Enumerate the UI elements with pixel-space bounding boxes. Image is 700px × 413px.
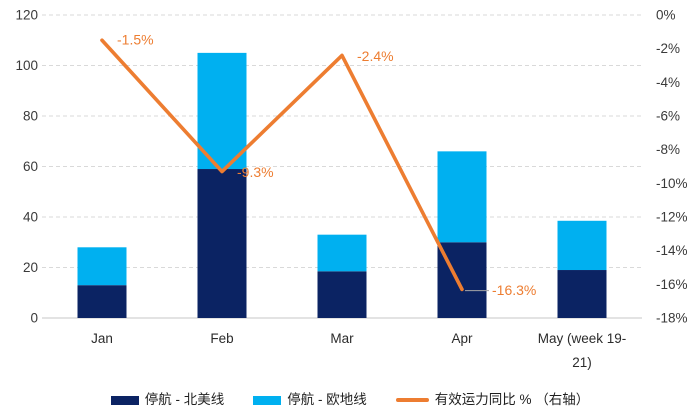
- bar-segment-europe-med: [437, 151, 487, 243]
- y-axis-right-tick-label: -16%: [656, 277, 688, 292]
- line-point-label: -9.3%: [237, 164, 274, 180]
- y-axis-right-tick-label: -10%: [656, 176, 688, 191]
- x-axis-tick-label: 21): [572, 355, 592, 370]
- bar-segment-north-america: [77, 285, 127, 318]
- line-point-label: -2.4%: [357, 48, 394, 64]
- y-axis-right-tick-label: -2%: [656, 41, 680, 56]
- legend-item-capacity-yoy: 有效运力同比 % （右轴）: [395, 391, 590, 409]
- y-axis-right-tick-label: 0%: [656, 8, 676, 23]
- x-axis-tick-label: Mar: [330, 331, 354, 346]
- y-axis-right-tick-label: -6%: [656, 109, 680, 124]
- legend-item-suspend-europe-med: 停航 - 欧地线: [253, 391, 367, 409]
- bar-segment-europe-med: [77, 247, 127, 286]
- legend-label-capacity-yoy: 有效运力同比 % （右轴）: [434, 392, 590, 407]
- y-axis-right-tick-label: -8%: [656, 142, 680, 157]
- bar-segment-europe-med: [197, 52, 247, 170]
- y-axis-right-tick-label: -14%: [656, 243, 688, 258]
- bar-segment-europe-med: [557, 220, 607, 271]
- bar-segment-north-america: [557, 270, 607, 318]
- y-axis-left-tick-label: 60: [23, 159, 38, 174]
- legend-swatch-navy-bar: [110, 395, 139, 405]
- y-axis-right-tick-label: -12%: [656, 210, 688, 225]
- legend-item-suspend-north-america: 停航 - 北美线: [110, 391, 225, 409]
- legend-label-suspend-north-america: 停航 - 北美线: [144, 392, 225, 407]
- trend-line: [100, 38, 464, 292]
- legend-swatch-lightblue-bar: [253, 395, 282, 405]
- bar-segment-north-america: [317, 271, 367, 318]
- y-axis-left-tick-label: 0: [30, 311, 38, 326]
- legend-swatch-orange-line: [395, 398, 429, 402]
- x-axis-tick-label: Apr: [451, 331, 473, 346]
- y-axis-right-tick-label: -4%: [656, 75, 680, 90]
- bar-segment-north-america: [197, 169, 247, 318]
- line-point-label: -16.3%: [492, 282, 536, 298]
- y-axis-right-tick-label: -18%: [656, 311, 688, 326]
- x-axis-tick-label: Feb: [210, 331, 233, 346]
- bar-segment-europe-med: [317, 234, 367, 272]
- x-axis-tick-label: Jan: [91, 331, 113, 346]
- y-axis-left-tick-label: 20: [23, 260, 38, 275]
- y-axis-left-tick-label: 40: [23, 210, 38, 225]
- y-axis-left-tick-label: 120: [15, 8, 38, 23]
- x-axis-tick-label: May (week 19-: [538, 331, 627, 346]
- y-axis-left-tick-label: 100: [15, 58, 38, 73]
- chart-legend: 停航 - 北美线 停航 - 欧地线 有效运力同比 % （右轴）: [0, 391, 700, 409]
- y-axis-left-tick-label: 80: [23, 109, 38, 124]
- legend-label-suspend-europe-med: 停航 - 欧地线: [287, 392, 367, 407]
- line-point-label: -1.5%: [117, 31, 154, 47]
